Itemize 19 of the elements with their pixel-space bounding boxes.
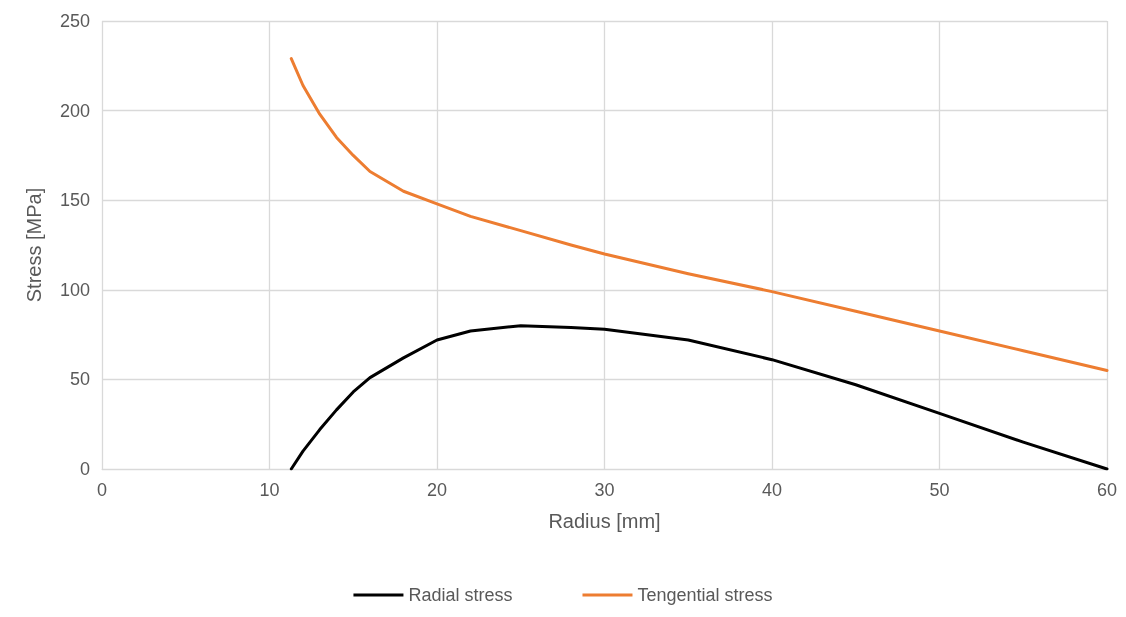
x-tick-label: 30	[594, 480, 615, 500]
legend-label: Tengential stress	[637, 585, 773, 605]
y-tick-label: 250	[59, 11, 90, 31]
x-tick-label: 10	[259, 480, 280, 500]
y-tick-label: 150	[59, 190, 90, 211]
y-tick-label: 0	[79, 459, 90, 479]
x-tick-label: 50	[929, 480, 950, 500]
line-series	[289, 57, 1109, 372]
y-tick-label: 50	[69, 369, 90, 390]
x-tick-label: 20	[426, 480, 448, 500]
y-tick-label: 200	[59, 100, 90, 121]
x-axis-title: Radius [mm]	[548, 510, 661, 532]
x-tick-label: 0	[96, 480, 108, 500]
line-series	[289, 324, 1109, 471]
y-tick-label: 100	[59, 279, 90, 300]
x-tick-label: 60	[1096, 480, 1118, 500]
y-axis-title: Stress [MPa]	[23, 187, 45, 303]
legend-label: Radial stress	[408, 585, 513, 605]
x-tick-label: 40	[761, 480, 783, 500]
